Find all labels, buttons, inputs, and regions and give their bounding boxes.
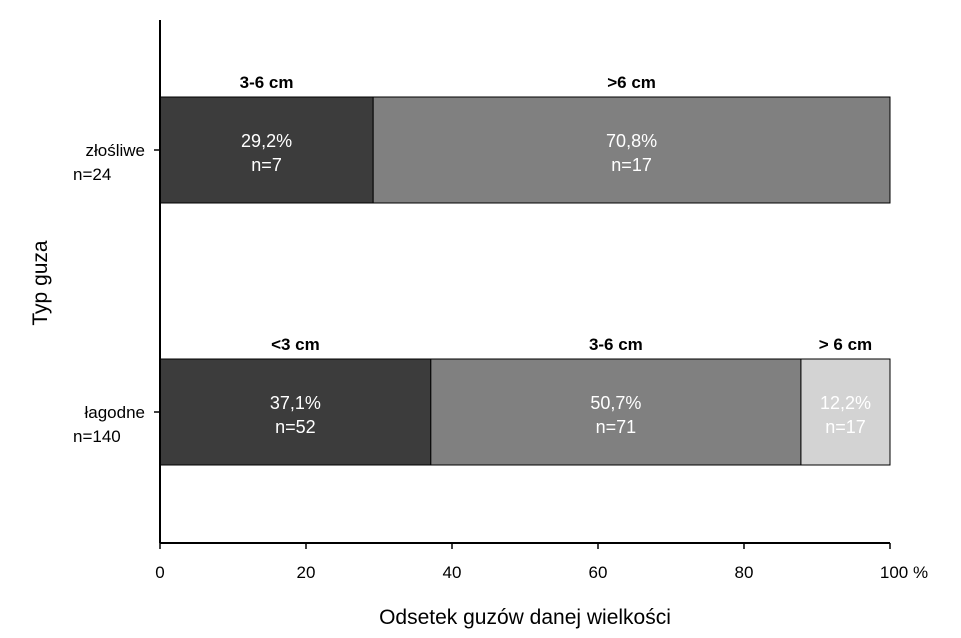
x-tick-label-0: 0 <box>155 563 164 582</box>
bar-segment-agodne-1-seg-0 <box>159 358 432 466</box>
bar-segment-agodne-1-seg-1 <box>430 358 802 466</box>
category-label-agodne-1: łagodne <box>84 403 145 422</box>
category-count-z-o-liwe-0: n=24 <box>73 165 111 184</box>
data-label-pct-z-o-liwe-0-seg-1: 70,8% <box>606 131 657 151</box>
segment-size-label-agodne-1-seg-2: > 6 cm <box>819 335 872 354</box>
segment-size-label-agodne-1-seg-0: <3 cm <box>271 335 320 354</box>
data-label-n-agodne-1-seg-1: n=71 <box>596 417 637 437</box>
data-label-n-agodne-1-seg-0: n=52 <box>275 417 316 437</box>
data-label-n-z-o-liwe-0-seg-0: n=7 <box>251 155 282 175</box>
x-tick-label-60: 60 <box>589 563 608 582</box>
data-label-pct-agodne-1-seg-0: 37,1% <box>270 393 321 413</box>
data-label-n-z-o-liwe-0-seg-1: n=17 <box>611 155 652 175</box>
data-label-n-agodne-1-seg-2: n=17 <box>825 417 866 437</box>
category-count-agodne-1: n=140 <box>73 427 121 446</box>
bar-segment-z-o-liwe-0-seg-1 <box>372 96 891 204</box>
y-axis-title: Typ guza <box>29 240 52 326</box>
x-tick-label-40: 40 <box>443 563 462 582</box>
category-label-z-o-liwe-0: złośliwe <box>85 141 145 160</box>
category-labels-layer: złośliwe n=24 łagodne n=140 <box>73 141 145 446</box>
bar-segment-z-o-liwe-0-seg-0 <box>159 96 374 204</box>
axes-layer <box>159 20 890 544</box>
data-label-pct-agodne-1-seg-2: 12,2% <box>820 393 871 413</box>
x-ticks-layer: 0 20 40 60 80 100 % <box>154 149 928 582</box>
bar-segment-agodne-1-seg-2 <box>800 358 891 466</box>
segment-size-label-z-o-liwe-0-seg-0: 3-6 cm <box>240 73 294 92</box>
x-tick-label-20: 20 <box>297 563 316 582</box>
x-tick-label-100: 100 % <box>880 563 928 582</box>
segment-size-label-z-o-liwe-0-seg-1: >6 cm <box>607 73 656 92</box>
segment-size-label-agodne-1-seg-1: 3-6 cm <box>589 335 643 354</box>
data-label-pct-z-o-liwe-0-seg-0: 29,2% <box>241 131 292 151</box>
segment-labels-layer: 3-6 cm >6 cm <3 cm 3-6 cm > 6 cm <box>240 73 873 354</box>
x-tick-label-80: 80 <box>735 563 754 582</box>
bars-layer: 29,2% n=7 70,8% n=17 37,1% n=52 50,7% n=71 12,2%… <box>159 96 891 466</box>
data-label-pct-agodne-1-seg-1: 50,7% <box>590 393 641 413</box>
x-axis-title: Odsetek guzów danej wielkości <box>379 606 671 629</box>
